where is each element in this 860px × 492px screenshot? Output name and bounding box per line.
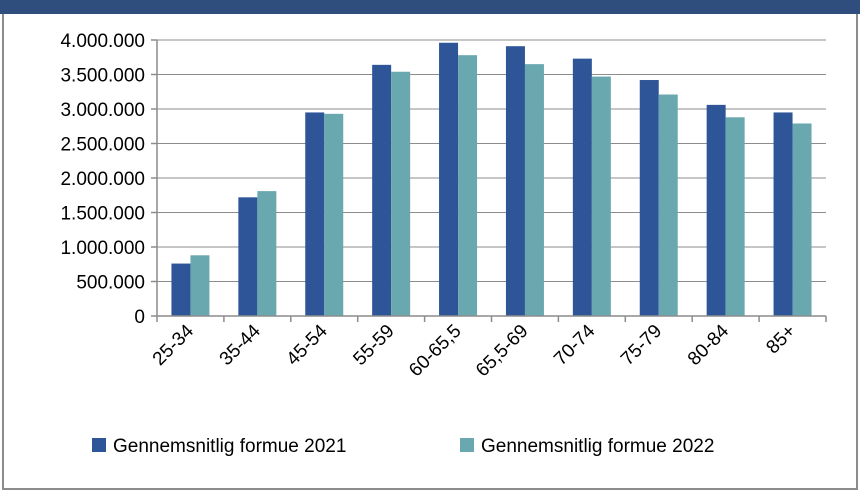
header-band [0, 0, 860, 14]
legend-label-2022: Gennemsnitlig formue 2022 [481, 436, 714, 457]
legend-swatch-2022 [460, 438, 474, 452]
x-tick-label: 35-44 [216, 320, 266, 370]
bar-2021-65,5-69 [505, 46, 525, 317]
bar-2022-65,5-69 [524, 64, 544, 317]
bar-2021-35-44 [238, 197, 258, 316]
y-tick-label: 2.000.000 [60, 169, 145, 190]
legend-swatch-2021 [92, 438, 106, 452]
legend: Gennemsnitlig formue 2021 Gennemsnitlig f… [92, 436, 714, 457]
x-tick-label: 65,5-69 [472, 321, 532, 381]
y-axis-tick-labels: 0 500.000 1.000.000 1.500.000 2.000.000 2.500… [60, 31, 145, 328]
bar-2021-55-59 [372, 64, 392, 316]
bar-2022-25-34 [190, 255, 210, 316]
y-tick-label: 1.000.000 [60, 238, 145, 259]
bar-2022-60-65,5 [458, 55, 478, 317]
y-tick-label: 1.500.000 [60, 204, 145, 225]
bar-2022-45-54 [324, 113, 344, 316]
y-tick-label: 0 [134, 307, 145, 328]
x-tick-label: 70-74 [550, 320, 600, 370]
y-tick-label: 2.500.000 [60, 135, 145, 156]
x-tick-label: 45-54 [283, 320, 333, 370]
bar-2022-35-44 [257, 191, 277, 316]
bar-2021-60-65,5 [439, 42, 459, 316]
y-tick-label: 4.000.000 [60, 31, 145, 52]
y-tick-label: 3.000.000 [60, 100, 145, 121]
bar-2022-70-74 [591, 76, 611, 316]
bar-2021-80-84 [706, 104, 726, 316]
bars [171, 42, 812, 317]
bar-2021-75-79 [639, 80, 659, 317]
y-tick-label: 3.500.000 [60, 66, 145, 87]
bar-2022-75-79 [658, 94, 678, 316]
bar-2022-55-59 [391, 71, 411, 317]
x-tick-label: 80-84 [684, 320, 734, 370]
bar-2022-80-84 [725, 117, 745, 316]
y-tick-label: 500.000 [76, 273, 145, 294]
x-tick-label: 85+ [762, 321, 800, 359]
bar-2021-45-54 [305, 112, 325, 316]
x-tick-label: 55-59 [349, 321, 398, 370]
bar-2021-85+ [773, 112, 793, 316]
x-tick-label: 60-65,5 [405, 321, 465, 381]
x-axis-tick-labels: 25-34 35-44 45-54 55-59 60-65,5 65,5-69 70-74 7… [149, 316, 827, 381]
bar-2021-25-34 [171, 263, 191, 316]
bar-2021-70-74 [572, 58, 592, 316]
x-tick-label: 25-34 [149, 320, 199, 370]
bar-2022-85+ [792, 123, 812, 317]
x-tick-label: 75-79 [617, 321, 666, 370]
legend-label-2021: Gennemsnitlig formue 2021 [113, 436, 346, 457]
